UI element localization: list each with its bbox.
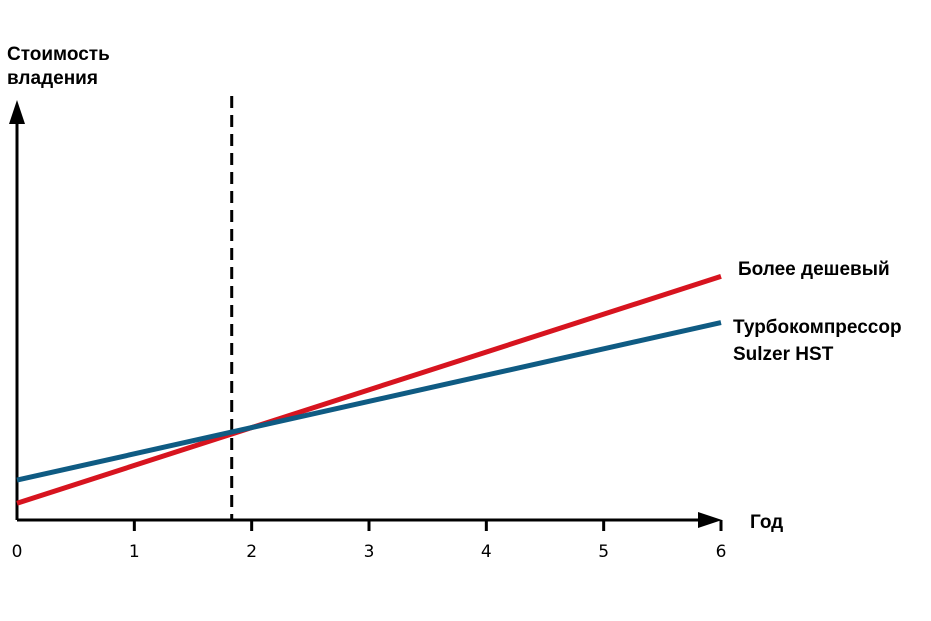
x-tick-label-0: 0 bbox=[12, 542, 23, 562]
series-line-turbocompressor bbox=[16, 320, 722, 483]
x-axis-arrow bbox=[698, 512, 722, 528]
series-label-turbocompressor: Турбокомпрессор Sulzer HST bbox=[733, 317, 907, 365]
axes bbox=[9, 100, 722, 528]
x-tick-label-6: 6 bbox=[716, 542, 727, 562]
x-tick-label-3: 3 bbox=[364, 542, 375, 562]
y-axis-label: Стоимость владения bbox=[7, 44, 115, 89]
series-label-cheaper: Более дешевый bbox=[738, 259, 890, 280]
x-tick-label-5: 5 bbox=[598, 542, 609, 562]
x-axis-label: Год bbox=[750, 512, 783, 533]
x-tick-label-4: 4 bbox=[481, 542, 492, 562]
y-axis-arrow bbox=[9, 100, 25, 124]
series-label-turbocompressor-line-1: Турбокомпрессор bbox=[733, 317, 902, 338]
x-tick-label-2: 2 bbox=[246, 542, 257, 562]
y-axis-label-line-1: Стоимость bbox=[7, 44, 110, 65]
x-ticks: 0 1 2 3 4 5 6 bbox=[12, 520, 727, 562]
series-label-turbocompressor-line-2: Sulzer HST bbox=[733, 344, 834, 365]
y-axis-label-line-2: владения bbox=[7, 68, 98, 89]
series-line-cheaper bbox=[16, 274, 722, 506]
x-tick-label-1: 1 bbox=[129, 542, 140, 562]
